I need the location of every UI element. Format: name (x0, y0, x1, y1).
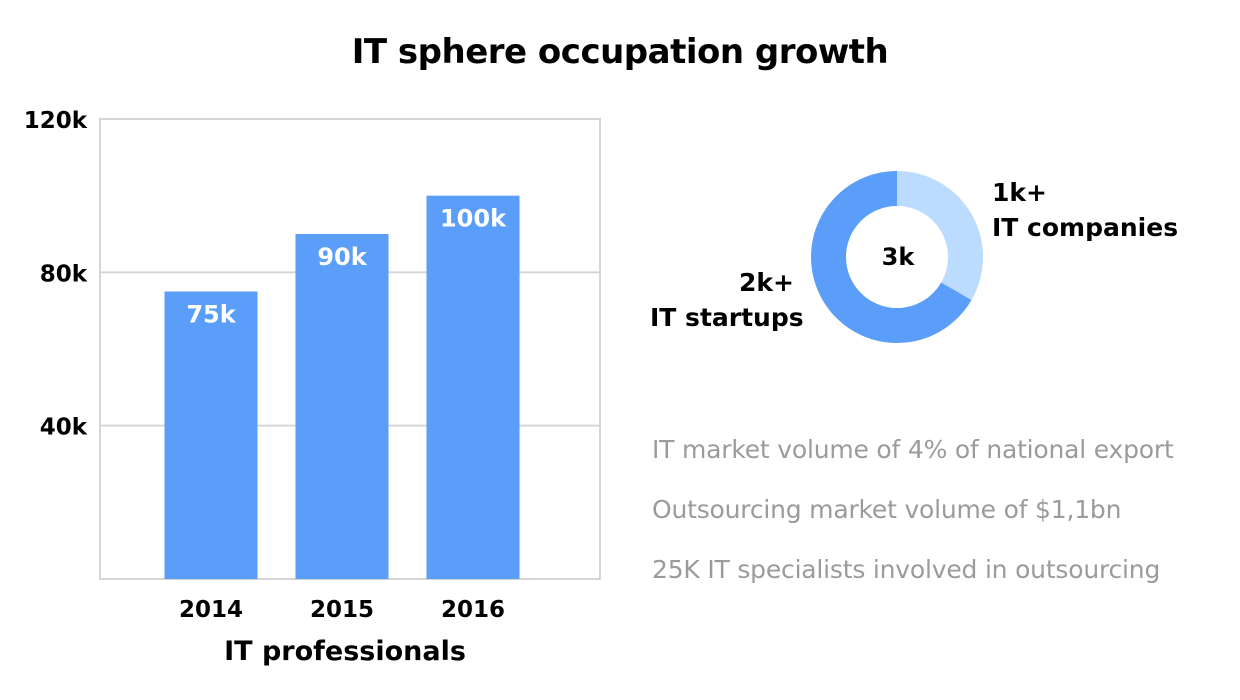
x-tick-label: 2016 (441, 597, 505, 623)
bar-2016 (426, 195, 520, 579)
donut-label-startups: 2k+ IT startups (650, 265, 804, 335)
bar-2014 (164, 291, 258, 579)
donut-label-startups-value: 2k+ (739, 268, 794, 297)
chart-title: IT sphere occupation growth (351, 32, 889, 72)
bar-chart: 40k 80k 120k 75k 2014 90k 2015 100k 2016 IT profe… (24, 108, 601, 667)
bar-value-label: 90k (317, 243, 367, 271)
x-tick-label: 2015 (310, 597, 374, 623)
y-tick-label: 80k (40, 261, 88, 287)
bar-value-label: 75k (186, 301, 236, 329)
bar-2015 (295, 234, 389, 579)
y-tick-label: 120k (24, 108, 88, 134)
fact-specialists: 25K IT specialists involved in outsourci… (652, 555, 1161, 584)
fact-export: IT market volume of 4% of national expor… (652, 435, 1174, 464)
donut-label-companies-name: IT companies (992, 213, 1179, 242)
fact-outsourcing-volume: Outsourcing market volume of $1,1bn (652, 495, 1122, 524)
donut-label-startups-name: IT startups (650, 303, 804, 332)
x-axis-label: IT professionals (224, 636, 466, 667)
donut-slice-it-companies (897, 171, 984, 300)
donut-label-companies-value: 1k+ (992, 178, 1047, 207)
x-tick-label: 2014 (179, 597, 243, 623)
donut-label-companies: 1k+ IT companies (992, 175, 1178, 245)
donut-center-label: 3k (881, 243, 915, 271)
bar-value-label: 100k (440, 205, 507, 233)
y-tick-label: 40k (40, 415, 88, 441)
